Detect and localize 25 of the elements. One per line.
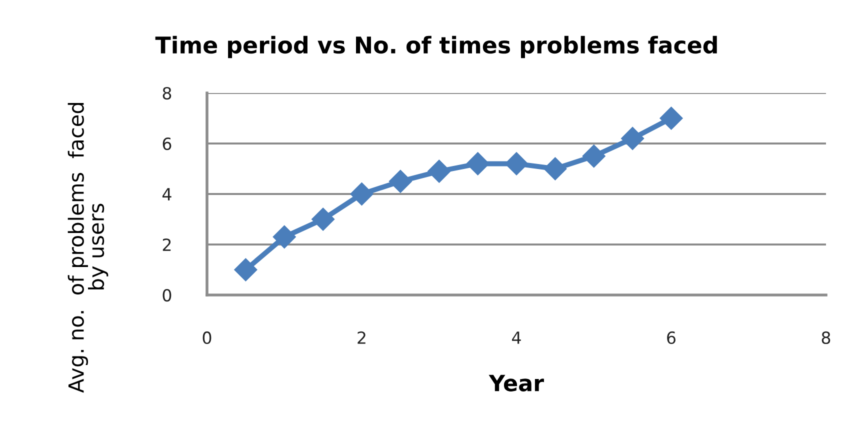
x-tick-label: 0 <box>202 331 212 344</box>
point <box>466 152 490 176</box>
point <box>312 208 335 231</box>
point <box>234 258 258 282</box>
x-tick-label: 6 <box>667 331 676 344</box>
chart-title: Time period vs No. of times problems faced <box>155 36 717 58</box>
y-tick-label: 0 <box>162 288 172 302</box>
point <box>428 160 451 183</box>
y-tick-label: 8 <box>162 86 172 100</box>
y-axis-title: Avg. no. of problems faced by users <box>68 102 108 393</box>
point <box>621 126 644 150</box>
point <box>544 157 567 180</box>
point <box>505 152 528 176</box>
x-tick-label: 2 <box>358 331 366 344</box>
y-tick-label: 6 <box>162 137 172 150</box>
point <box>350 182 374 206</box>
point <box>272 225 296 248</box>
point <box>660 106 683 130</box>
x-tick-label: 8 <box>822 331 830 344</box>
x-tick-label: 4 <box>512 332 521 344</box>
y-tick-label: 4 <box>162 188 172 200</box>
point <box>582 144 606 168</box>
point <box>388 170 412 193</box>
y-tick-label: 2 <box>162 238 171 251</box>
x-axis-title: Year <box>488 374 544 392</box>
